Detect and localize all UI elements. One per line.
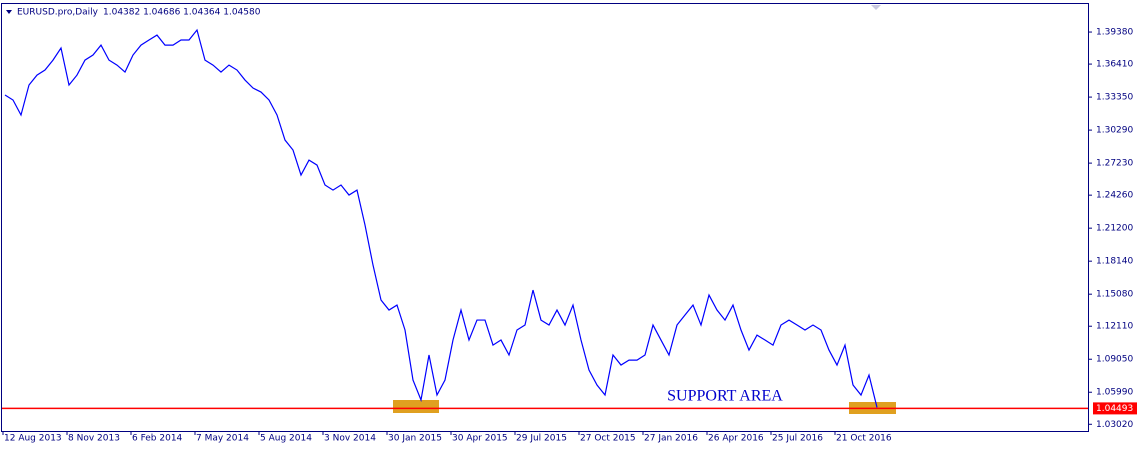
y-tick-label: 1.33350 bbox=[1096, 93, 1133, 103]
x-tick-label: 27 Jan 2016 bbox=[644, 434, 698, 444]
x-tick-label: 26 Apr 2016 bbox=[708, 434, 764, 444]
y-tick-label: 1.36410 bbox=[1096, 60, 1133, 70]
x-tick-label: 21 Oct 2016 bbox=[836, 434, 892, 444]
y-tick-label: 1.39380 bbox=[1096, 28, 1133, 38]
x-tick-label: 30 Jan 2015 bbox=[388, 434, 442, 444]
y-tick-label: 1.05990 bbox=[1096, 388, 1133, 398]
y-tick-label: 1.30290 bbox=[1096, 126, 1133, 136]
price-line-series bbox=[4, 28, 878, 408]
x-tick-label: 25 Jul 2016 bbox=[772, 434, 823, 444]
annotation: SUPPORT AREA bbox=[667, 388, 783, 405]
shift-marker bbox=[871, 5, 881, 10]
y-tick-label: 1.15080 bbox=[1096, 290, 1133, 300]
y-tick-label: 1.12110 bbox=[1096, 322, 1133, 332]
support-zone bbox=[393, 400, 439, 413]
current-price-box bbox=[1093, 402, 1137, 415]
x-tick-label: 29 Jul 2015 bbox=[516, 434, 567, 444]
x-tick-label: 5 Aug 2014 bbox=[260, 434, 312, 444]
ohlc-values: 1.04382 1.04686 1.04364 1.04580 bbox=[103, 8, 261, 18]
x-tick-label: 30 Apr 2015 bbox=[452, 434, 508, 444]
y-tick-label: 1.24260 bbox=[1096, 191, 1133, 201]
x-tick-label: 6 Feb 2014 bbox=[132, 434, 183, 444]
current-price-label: 1.04493 bbox=[1096, 404, 1133, 414]
chart-title: EURUSD.pro,Daily bbox=[17, 8, 99, 18]
plot-frame bbox=[1, 3, 1089, 432]
y-tick-label: 1.09050 bbox=[1096, 355, 1133, 365]
x-tick-label: 8 Nov 2013 bbox=[68, 434, 120, 444]
x-tick-label: 7 May 2014 bbox=[196, 434, 249, 444]
x-tick-label: 27 Oct 2015 bbox=[580, 434, 636, 444]
menu-triangle bbox=[6, 10, 12, 14]
y-tick-label: 1.03020 bbox=[1096, 420, 1133, 430]
y-tick-label: 1.27230 bbox=[1096, 159, 1133, 169]
y-tick-label: 1.18140 bbox=[1096, 257, 1133, 267]
x-tick-label: 12 Aug 2013 bbox=[4, 434, 62, 444]
y-tick-label: 1.21200 bbox=[1096, 224, 1133, 234]
x-tick-label: 3 Nov 2014 bbox=[324, 434, 376, 444]
